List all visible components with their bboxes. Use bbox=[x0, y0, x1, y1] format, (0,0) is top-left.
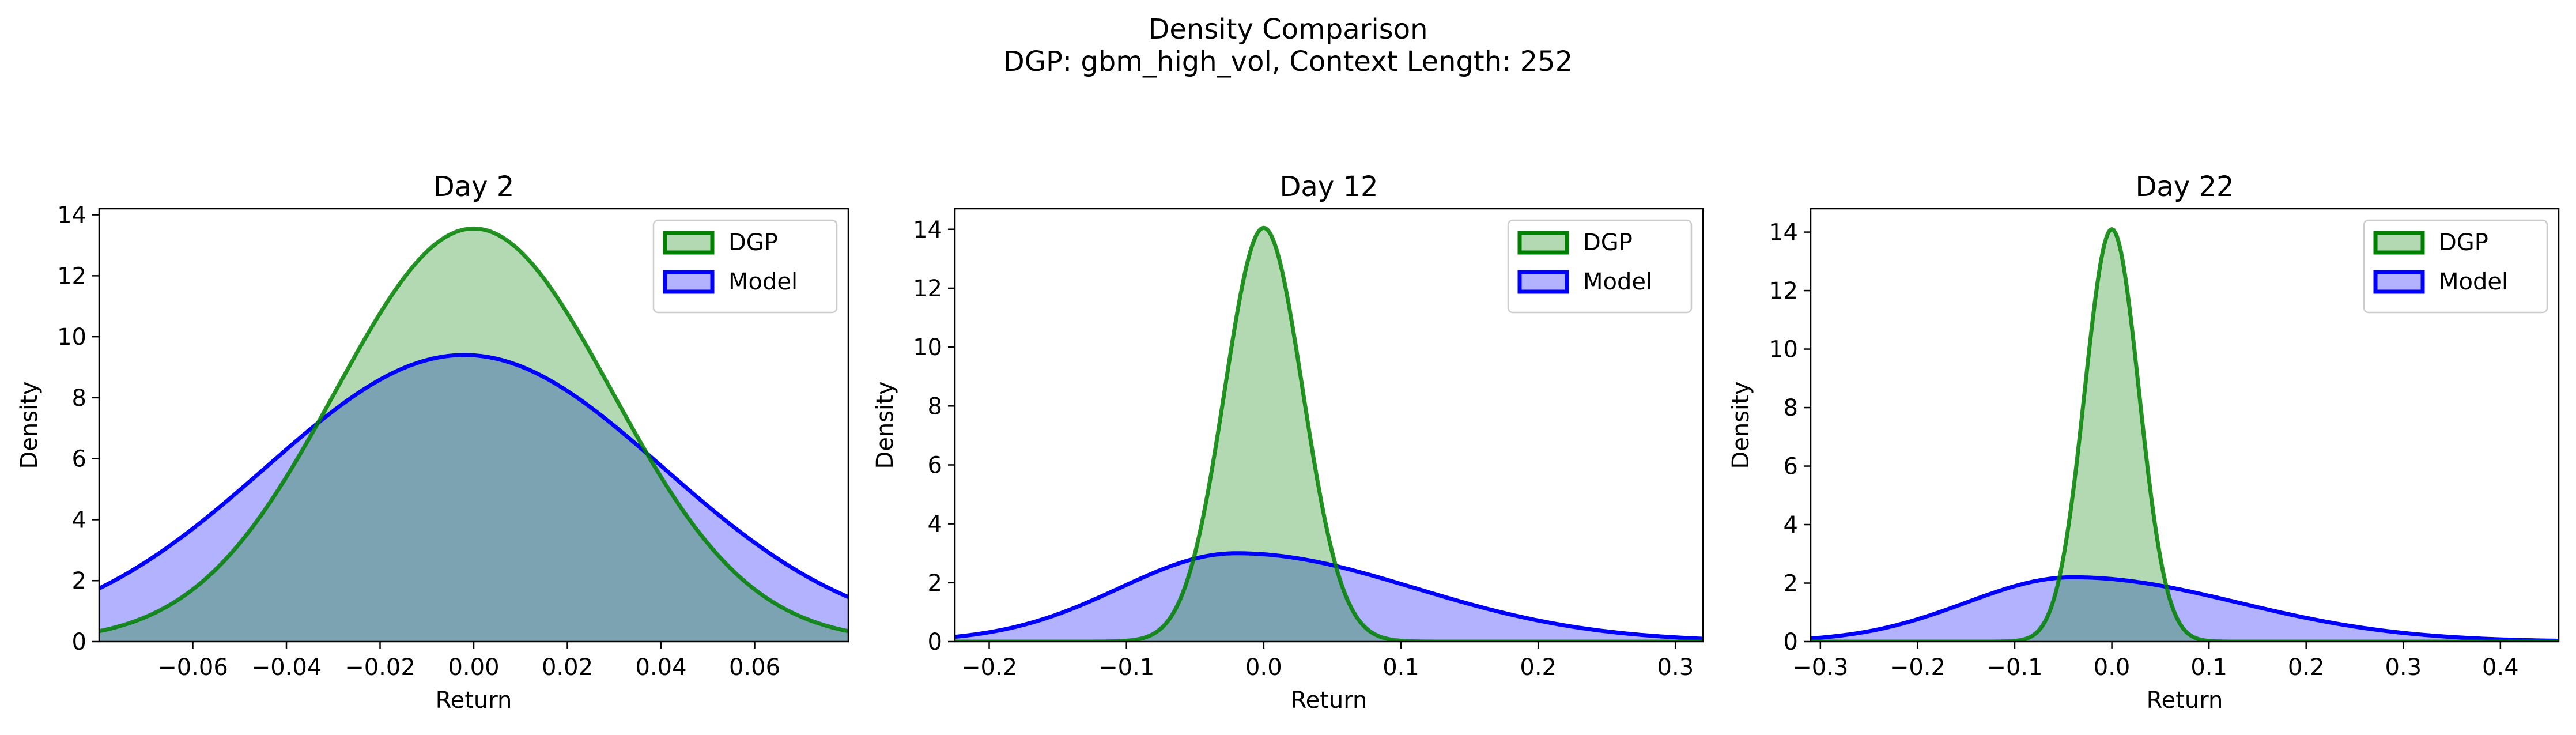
dgp-legend-label: DGP bbox=[728, 229, 778, 256]
x-tick-label: 0.2 bbox=[1520, 654, 1557, 681]
y-tick-label: 12 bbox=[913, 276, 942, 302]
model-density-line bbox=[1811, 575, 2559, 642]
legend: DGP Model bbox=[1507, 219, 1693, 314]
y-tick-label: 6 bbox=[928, 452, 942, 478]
y-tick-label: 0 bbox=[72, 629, 86, 655]
figure-subtitle: DGP: gbm_high_vol, Context Length: 252 bbox=[1003, 46, 1573, 78]
x-tick-label: −0.1 bbox=[1986, 654, 2042, 681]
x-tick-label: 0.1 bbox=[2190, 654, 2227, 681]
x-tick-label: 0.06 bbox=[729, 654, 780, 681]
density-panel-1: −0.06 −0.04 −0.02 0.00 0.02 0.04 0.06 0 2 4 6 8 10 12… bbox=[16, 171, 849, 714]
legend: DGP Model bbox=[2363, 219, 2548, 314]
y-tick-label: 0 bbox=[1784, 629, 1798, 655]
y-tick-label: 6 bbox=[1784, 454, 1798, 480]
dgp-legend-swatch bbox=[663, 231, 715, 255]
model-legend-swatch bbox=[2373, 270, 2425, 294]
dgp-legend-swatch bbox=[1517, 231, 1569, 255]
y-tick-label: 0 bbox=[928, 629, 942, 655]
model-legend-swatch bbox=[1517, 270, 1569, 294]
x-tick-label: −0.04 bbox=[251, 654, 322, 681]
x-tick-label: 0.2 bbox=[2288, 654, 2325, 681]
x-tick-label: 0.04 bbox=[635, 654, 686, 681]
y-axis-label: Density bbox=[872, 381, 898, 469]
x-tick-label: −0.02 bbox=[345, 654, 416, 681]
y-tick-label: 10 bbox=[57, 324, 86, 350]
figure-title: Density Comparison bbox=[1148, 13, 1428, 46]
legend-frame bbox=[2363, 219, 2548, 314]
panel-title: Day 22 bbox=[2135, 171, 2234, 203]
y-tick-label: 12 bbox=[1769, 278, 1798, 304]
y-tick-label: 2 bbox=[1784, 571, 1798, 597]
dgp-legend-swatch bbox=[2373, 231, 2425, 255]
dgp-density-line bbox=[99, 226, 848, 634]
dgp-density-area bbox=[99, 228, 848, 642]
x-tick-label: 0.0 bbox=[1245, 654, 1282, 681]
legend-frame bbox=[1507, 219, 1693, 314]
y-tick-label: 6 bbox=[72, 446, 86, 473]
x-tick-label: 0.1 bbox=[1383, 654, 1419, 681]
y-tick-label: 4 bbox=[72, 507, 86, 533]
y-tick-label: 10 bbox=[913, 334, 942, 361]
model-legend-label: Model bbox=[1583, 269, 1652, 295]
y-tick-label: 4 bbox=[1784, 512, 1798, 538]
axes-frame bbox=[1810, 208, 2560, 643]
x-tick-label: 0.3 bbox=[1657, 654, 1694, 681]
x-tick-label: −0.2 bbox=[1890, 654, 1946, 681]
model-density-line bbox=[99, 353, 848, 599]
y-tick-label: 2 bbox=[72, 568, 86, 594]
model-density-line bbox=[955, 551, 1703, 641]
y-tick-label: 8 bbox=[928, 393, 942, 420]
x-tick-label: −0.3 bbox=[1792, 654, 1848, 681]
y-tick-label: 10 bbox=[1769, 337, 1798, 363]
dgp-legend-label: DGP bbox=[2439, 229, 2488, 256]
x-tick-label: −0.1 bbox=[1098, 654, 1154, 681]
model-legend-label: Model bbox=[2439, 269, 2508, 295]
y-tick-label: 8 bbox=[1784, 395, 1798, 421]
x-axis-label: Return bbox=[2147, 687, 2223, 714]
dgp-density-line bbox=[1811, 227, 2559, 642]
density-panel-2: −0.2 −0.1 0.0 0.1 0.2 0.3 0 2 4 6 8 10 12 14 Day 12 Ret… bbox=[872, 171, 1704, 714]
panel-title: Day 2 bbox=[433, 171, 515, 203]
panel-title: Day 12 bbox=[1279, 171, 1378, 203]
y-tick-label: 4 bbox=[928, 511, 942, 538]
model-legend-swatch bbox=[663, 270, 715, 294]
x-axis-label: Return bbox=[1291, 687, 1368, 714]
y-tick-label: 12 bbox=[57, 263, 86, 289]
density-panel-3: −0.3 −0.2 −0.1 0.0 0.1 0.2 0.3 0.4 0 2 4 6 8 10 12 14 Da… bbox=[1728, 171, 2560, 714]
y-tick-label: 14 bbox=[1769, 220, 1798, 246]
model-density-area bbox=[99, 355, 848, 642]
y-tick-label: 2 bbox=[928, 570, 942, 597]
y-tick-label: 14 bbox=[57, 202, 86, 229]
x-axis-label: Return bbox=[436, 687, 512, 714]
legend-frame bbox=[652, 219, 838, 314]
y-tick-label: 8 bbox=[72, 385, 86, 412]
model-density-area bbox=[955, 553, 1703, 642]
legend: DGP Model bbox=[652, 219, 838, 314]
x-tick-label: −0.2 bbox=[961, 654, 1017, 681]
x-tick-label: 0.0 bbox=[2094, 654, 2131, 681]
x-tick-label: 0.00 bbox=[448, 654, 499, 681]
dgp-legend-label: DGP bbox=[1583, 229, 1633, 256]
x-tick-label: 0.4 bbox=[2482, 654, 2519, 681]
x-tick-label: 0.02 bbox=[542, 654, 593, 681]
plot-area bbox=[1811, 227, 2559, 642]
plot-area bbox=[99, 226, 848, 642]
x-tick-label: 0.3 bbox=[2385, 654, 2422, 681]
dgp-density-area bbox=[955, 228, 1703, 642]
x-tick-label: −0.06 bbox=[157, 654, 228, 681]
y-tick-label: 14 bbox=[913, 217, 942, 243]
y-axis-label: Density bbox=[1728, 381, 1754, 469]
model-legend-label: Model bbox=[728, 269, 798, 295]
y-axis-label: Density bbox=[16, 381, 43, 469]
axes-frame bbox=[954, 208, 1704, 643]
